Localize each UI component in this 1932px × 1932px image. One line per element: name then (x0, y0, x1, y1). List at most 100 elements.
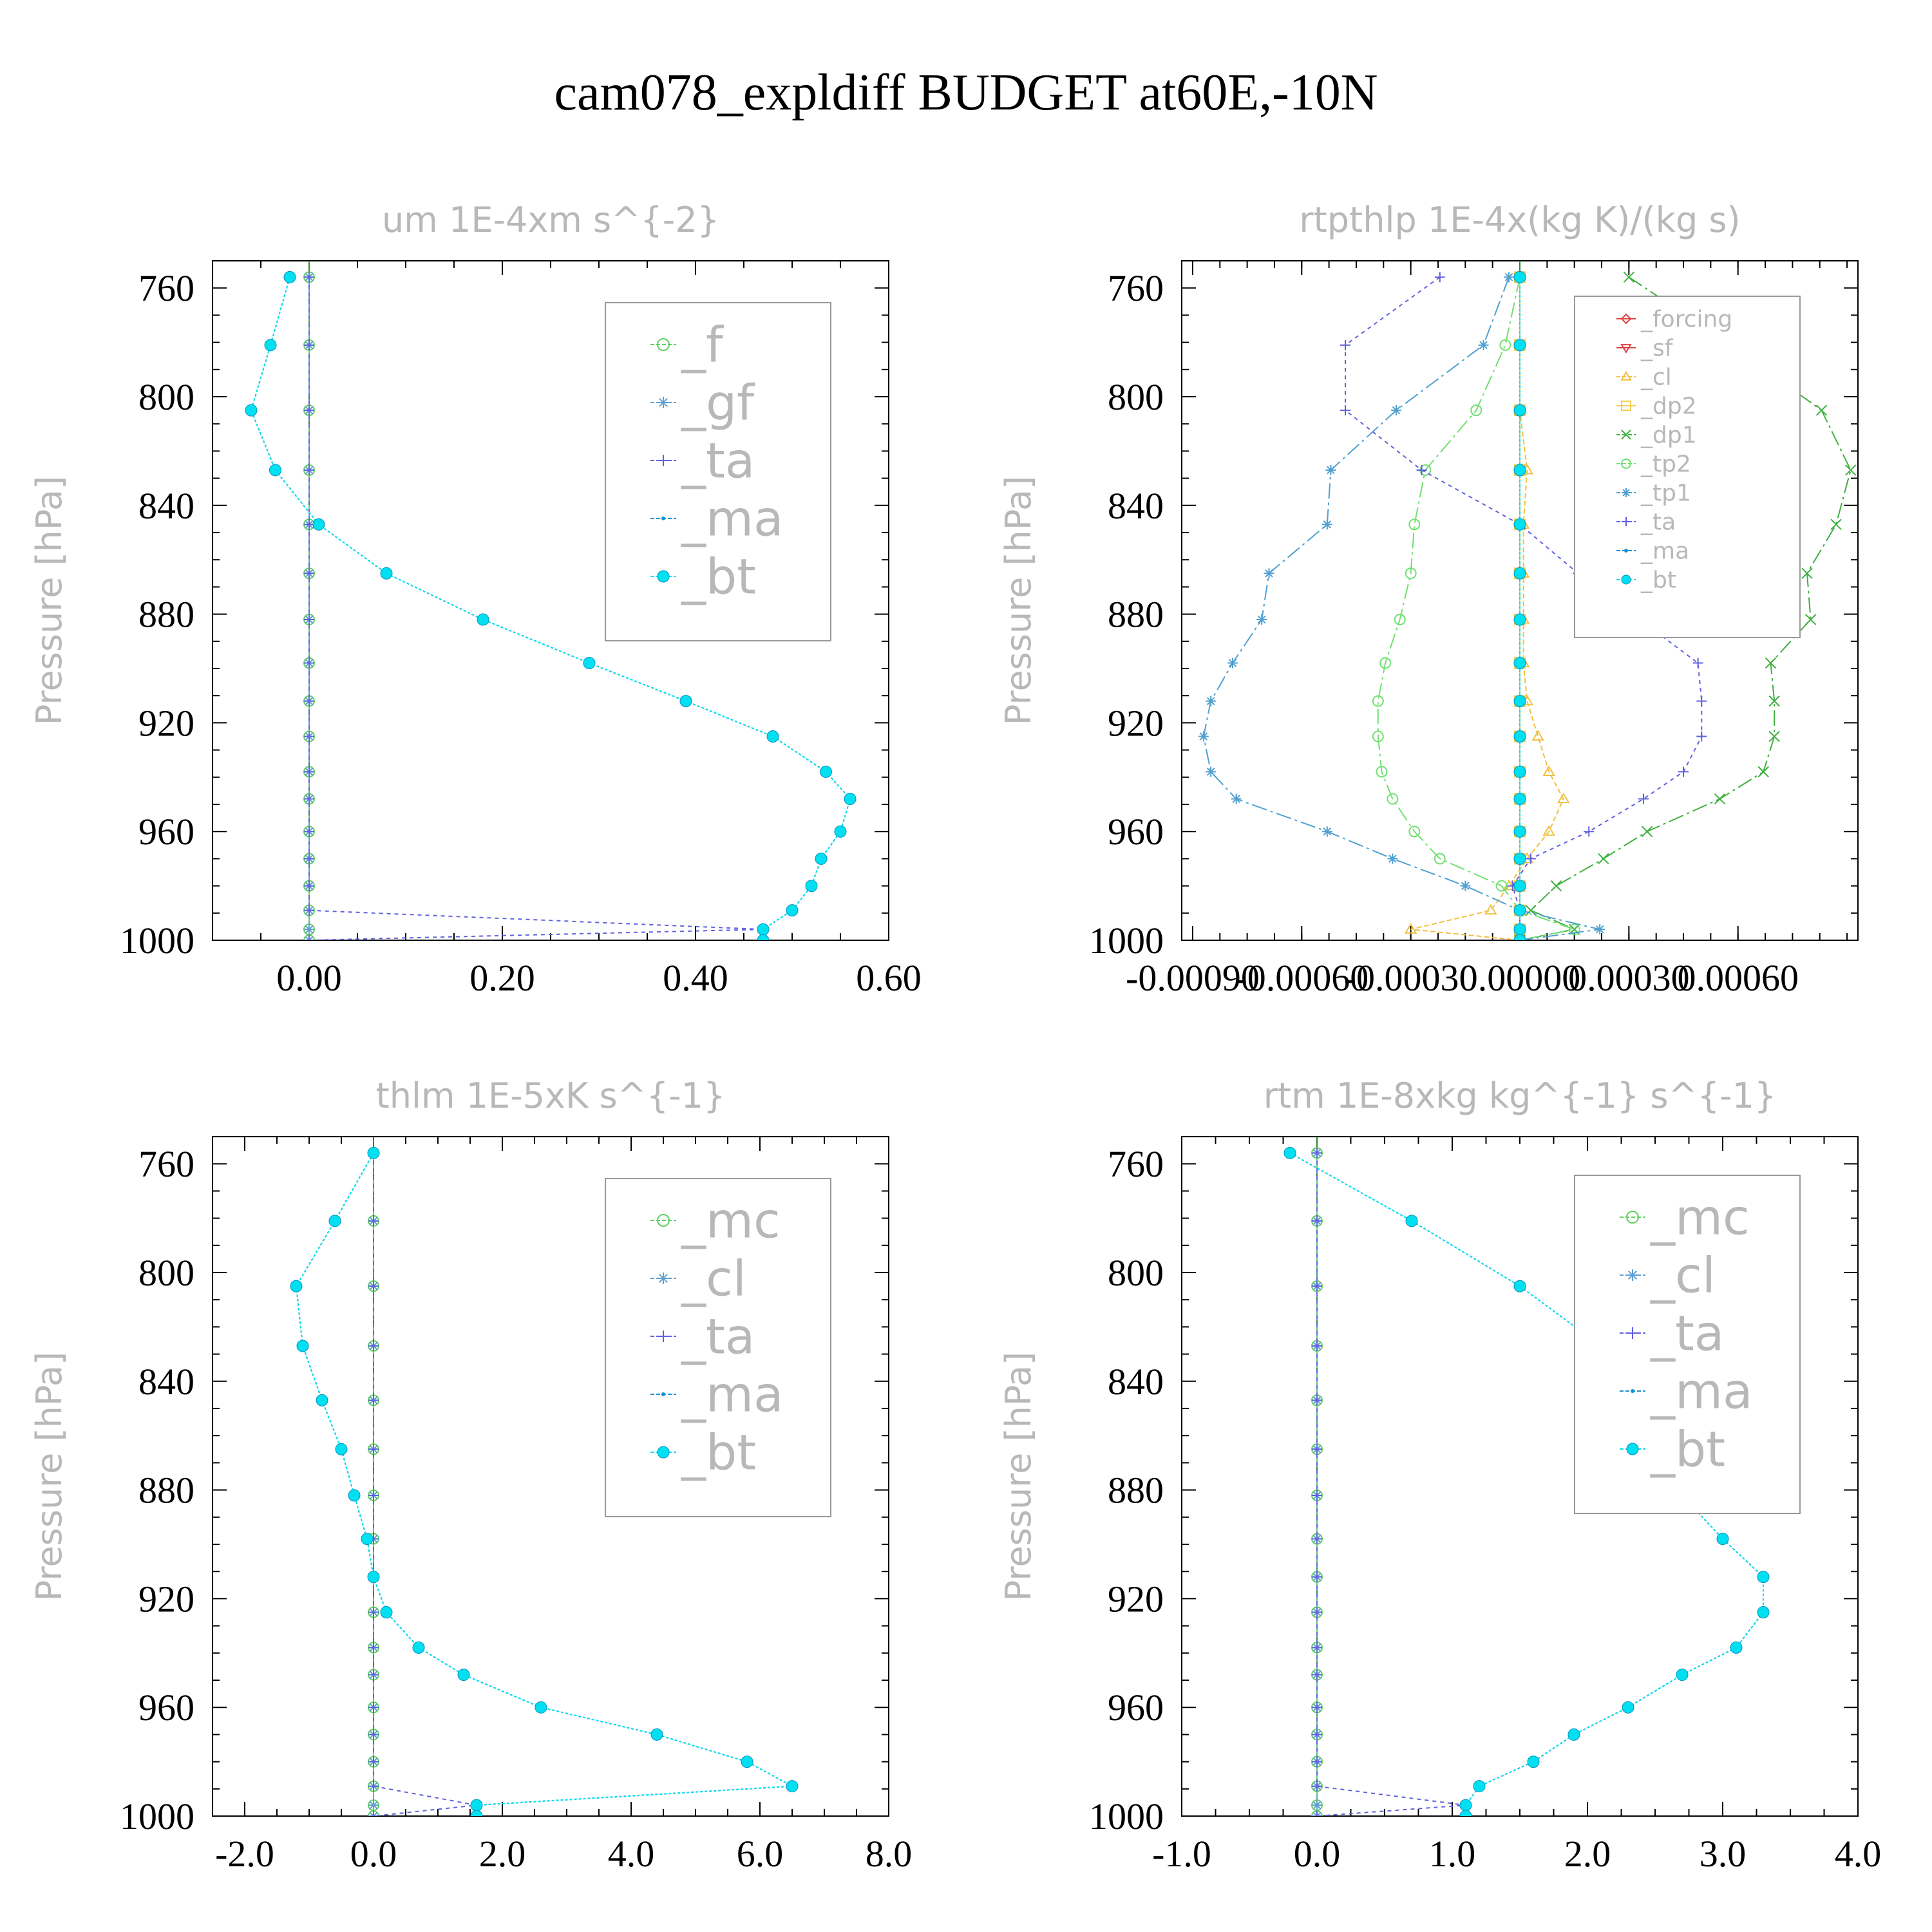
series-line-ta (1345, 276, 1703, 940)
marker-plus (368, 1756, 379, 1767)
marker-circle (1568, 923, 1580, 936)
marker-filled-circle (1513, 404, 1526, 417)
x-tick-label: 0.00030 (1568, 957, 1690, 999)
marker-circle (1408, 518, 1421, 531)
x-tick-label: 6.0 (737, 1833, 784, 1875)
x-tick-label: 0.00000 (1459, 957, 1581, 999)
legend-label: _f (681, 316, 724, 374)
marker-plus (1312, 1756, 1322, 1767)
marker-filled-circle (412, 1641, 425, 1654)
legend: _mc_cl_ta_ma_bt (605, 1178, 831, 1517)
y-tick-label: 840 (1108, 1361, 1164, 1403)
marker-filled-circle (1513, 825, 1526, 838)
legend-item: _tp2 (1616, 451, 1691, 478)
marker-filled-circle (1730, 1641, 1743, 1654)
x-tick-label: 1.0 (1429, 1833, 1476, 1875)
marker-filled-circle (1513, 923, 1526, 936)
y-tick-label: 960 (138, 811, 194, 853)
marker-plus (1312, 1148, 1322, 1159)
marker-plus (1312, 1669, 1322, 1680)
marker-triangle-up (1484, 904, 1497, 915)
x-tick-label: 4.0 (1835, 1833, 1882, 1875)
y-tick-label: 800 (1108, 376, 1164, 418)
marker-plus (304, 696, 314, 706)
marker-filled-circle (380, 567, 393, 580)
marker-star (1206, 766, 1217, 777)
marker-filled-circle (1513, 339, 1526, 352)
legend: _f_gf_ta_ma_bt (605, 302, 831, 641)
marker-filled-circle (312, 518, 325, 531)
series-line-dp1 (1519, 276, 1852, 940)
marker-plus (368, 1395, 379, 1406)
marker-triangle-up (1542, 765, 1555, 776)
marker-star (1321, 519, 1332, 530)
marker-dot (661, 1392, 665, 1396)
legend-label: _cl (1650, 1247, 1716, 1304)
x-tick-label: 0.00 (276, 957, 342, 999)
marker-filled-circle (1513, 730, 1526, 743)
y-tick-label: 1000 (120, 1795, 194, 1837)
legend: _forcing _sf _cl_dp2_dp1_tp2_tp1_ta_ma_bt (1574, 296, 1801, 638)
legend-label: _cl (1640, 365, 1672, 391)
marker-filled-circle (245, 404, 258, 417)
marker-filled-circle (844, 793, 857, 806)
marker-star (658, 1273, 669, 1284)
marker-filled-circle (583, 657, 596, 670)
series-markers-dp1 (1514, 271, 1857, 940)
series-line-tp2 (1377, 277, 1577, 940)
marker-circle (1470, 404, 1482, 417)
x-tick-label: 0.00060 (1677, 957, 1799, 999)
marker-triangle-up (1531, 730, 1544, 741)
legend-label: _ma (681, 490, 784, 547)
marker-plus (1312, 1490, 1322, 1501)
marker-plus (1622, 517, 1631, 526)
marker-triangle-up (1542, 825, 1555, 836)
marker-star (1478, 339, 1489, 350)
x-tick-label: -2.0 (215, 1833, 274, 1875)
series-markers-bt (1513, 270, 1526, 940)
marker-filled-circle (1626, 1443, 1639, 1455)
marker-star (1387, 853, 1398, 864)
legend-item: _ta (650, 1308, 755, 1365)
marker-filled-circle (269, 464, 281, 477)
marker-filled-circle (1513, 657, 1526, 670)
x-tick-label: 2.0 (1564, 1833, 1611, 1875)
marker-plus (1627, 1327, 1638, 1339)
legend-item: _ta (1620, 1305, 1724, 1362)
marker-filled-circle (1513, 793, 1526, 806)
legend-item: _dp2 (1616, 393, 1697, 420)
marker-plus (1312, 1340, 1322, 1351)
marker-filled-circle (535, 1701, 547, 1714)
marker-plus (1312, 1281, 1322, 1292)
marker-x (1598, 853, 1609, 865)
marker-plus (368, 1607, 379, 1618)
x-tick-label: 0.20 (469, 957, 535, 999)
marker-star (658, 397, 669, 408)
marker-plus (1312, 1781, 1322, 1792)
marker-plus (304, 905, 314, 916)
marker-filled-circle (470, 1799, 483, 1812)
marker-triangle-up (1404, 923, 1417, 934)
y-tick-label: 840 (138, 1361, 194, 1403)
marker-plus (658, 455, 669, 466)
marker-plus (304, 826, 314, 837)
legend-label: _forcing (1640, 307, 1732, 333)
legend-item: _ta (650, 432, 755, 489)
marker-circle (1626, 1211, 1639, 1224)
y-axis-label: Pressure [hPa] (998, 1352, 1039, 1601)
marker-circle (657, 338, 670, 351)
marker-filled-circle (786, 1780, 799, 1793)
marker-plus (368, 1642, 379, 1653)
x-tick-label: 0.0 (350, 1833, 397, 1875)
legend-item: _sf (1616, 336, 1674, 362)
marker-filled-circle (1567, 1728, 1580, 1741)
marker-star (1198, 731, 1209, 742)
y-axis-label: Pressure [hPa] (29, 476, 70, 725)
y-axis-label: Pressure [hPa] (998, 476, 1039, 725)
marker-filled-circle (786, 904, 799, 917)
marker-x (1550, 880, 1562, 892)
marker-star (1264, 568, 1274, 579)
marker-filled-circle (1757, 1571, 1770, 1584)
series-markers-bt (290, 1146, 799, 1816)
marker-x (1801, 567, 1813, 580)
